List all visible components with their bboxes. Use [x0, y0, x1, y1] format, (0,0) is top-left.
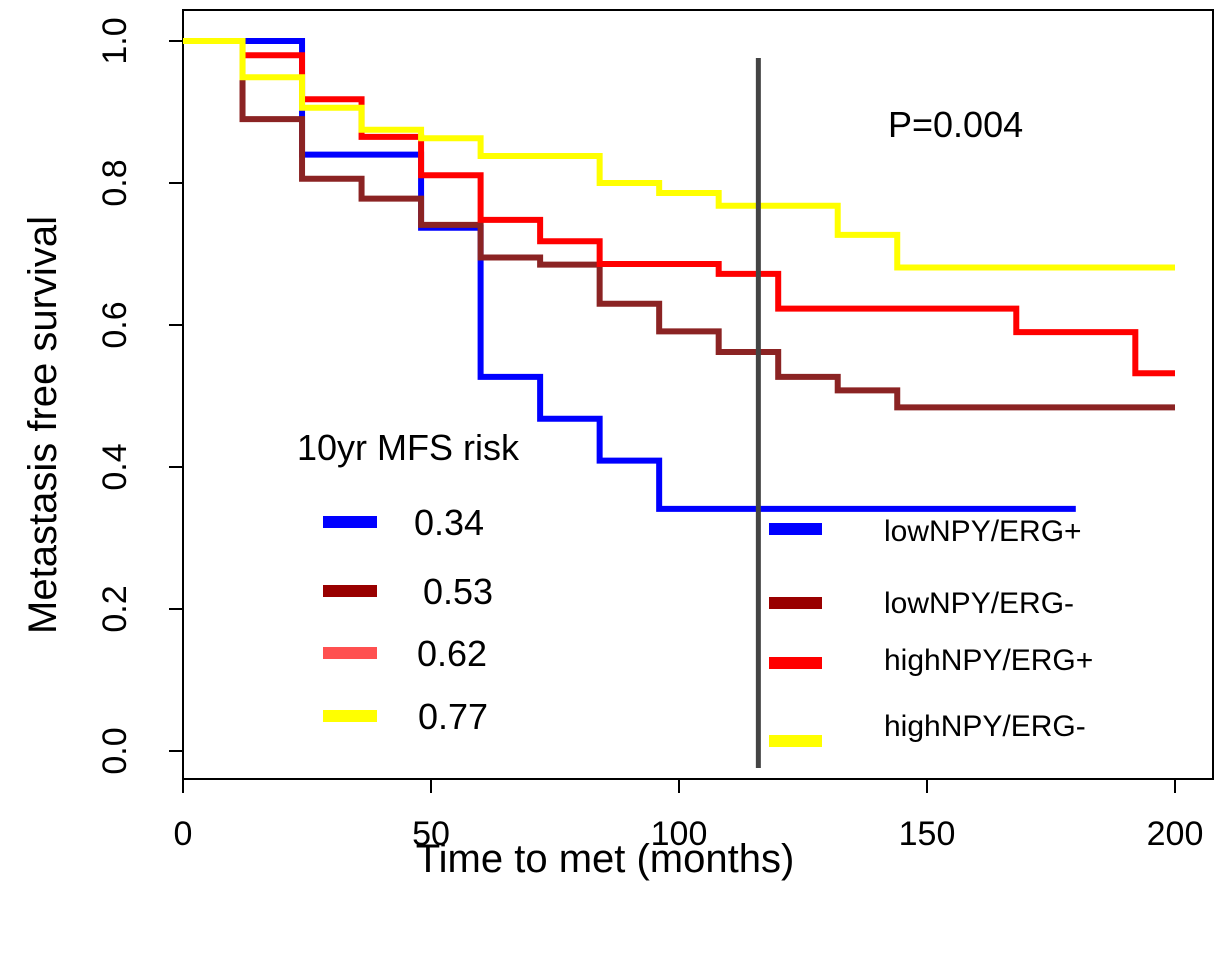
y-axis-title: Metastasis free survival: [21, 216, 65, 634]
y-tick-label: 1.0: [96, 17, 134, 64]
legend-swatch: [769, 523, 822, 535]
risk-swatch: [323, 647, 377, 659]
y-tick-label: 0.8: [96, 159, 134, 206]
risk-value: 0.77: [418, 696, 488, 737]
legend-label: lowNPY/ERG-: [884, 587, 1074, 620]
risk-swatch: [323, 710, 377, 722]
legend-label: highNPY/ERG+: [884, 644, 1093, 677]
legend: lowNPY/ERG+ lowNPY/ERG-highNPY/ERG+ highNP…: [769, 515, 1093, 747]
y-tick-label: 0.6: [96, 301, 134, 348]
risk-value: 0.62: [417, 633, 487, 674]
series-line-4: [183, 38, 1175, 271]
plot-frame: [182, 9, 1214, 780]
axes: 0 50 100 150 200 0.0 0.2 0.4 0.6 0.8 1.0: [96, 17, 1203, 853]
risk-value: 0.34: [414, 502, 484, 543]
p-value-annotation: P=0.004: [888, 104, 1023, 145]
risk-table: 10yr MFS risk 0.34 0.53 0.62 0.77: [297, 427, 520, 737]
risk-value: 0.53: [423, 571, 493, 612]
x-tick-label: 50: [412, 815, 450, 853]
x-tick-label: 0: [174, 815, 193, 853]
x-tick-label: 100: [651, 815, 708, 853]
series-line-1: [183, 38, 1076, 512]
legend-swatch: [769, 735, 822, 747]
risk-swatch: [323, 585, 377, 597]
x-axis-title: Time to met (months): [416, 837, 795, 881]
y-tick-label: 0.0: [96, 727, 134, 774]
legend-label: highNPY/ERG-: [884, 710, 1086, 743]
legend-swatch: [769, 657, 822, 669]
risk-swatch: [323, 516, 377, 528]
x-tick-label: 150: [899, 815, 956, 853]
legend-swatch: [769, 597, 822, 609]
y-tick-label: 0.4: [96, 443, 134, 490]
risk-table-title: 10yr MFS risk: [297, 427, 520, 468]
y-tick-label: 0.2: [96, 585, 134, 632]
x-tick-label: 200: [1147, 815, 1204, 853]
legend-label: lowNPY/ERG+: [884, 515, 1082, 548]
series-line-3: [183, 38, 1175, 377]
series-line-2: [183, 38, 1175, 411]
survival-curves: [183, 38, 1175, 512]
